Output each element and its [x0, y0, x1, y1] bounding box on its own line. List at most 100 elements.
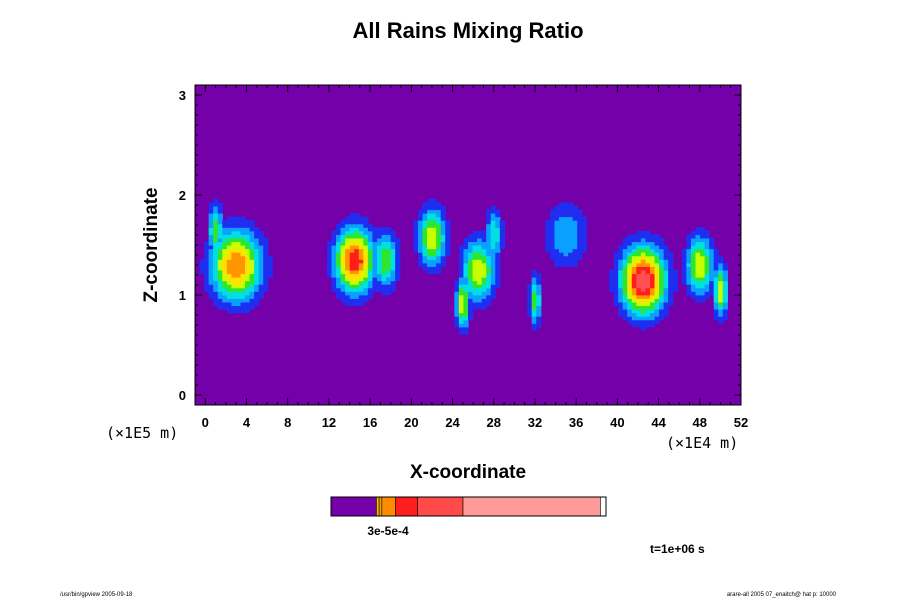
heatmap-cell [559, 227, 565, 232]
heatmap-cell [345, 259, 351, 264]
heatmap-cell [445, 237, 451, 243]
heatmap-cell [354, 262, 360, 267]
heatmap-cell [718, 259, 724, 264]
heatmap-cell [349, 234, 355, 239]
heatmap-cell [349, 252, 355, 257]
heatmap-cell [417, 245, 424, 250]
heatmap-cell [572, 237, 578, 243]
heatmap-cell [417, 216, 424, 221]
heatmap-cell [645, 280, 651, 285]
heatmap-cell [472, 291, 478, 296]
heatmap-cell [395, 259, 401, 264]
heatmap-cell [563, 259, 569, 264]
heatmap-cell [413, 241, 419, 246]
heatmap-cell [477, 241, 483, 246]
heatmap-cell [495, 262, 501, 267]
heatmap-cell [263, 273, 269, 278]
colorbar-segment [376, 496, 380, 517]
heatmap-cell [650, 255, 656, 260]
heatmap-cell [226, 269, 232, 275]
heatmap-cell [563, 227, 569, 232]
heatmap-cell [363, 277, 369, 282]
heatmap-cell [477, 245, 483, 250]
heatmap-cell [263, 262, 269, 267]
heatmap-cell [208, 284, 214, 289]
heatmap-cell [390, 269, 396, 275]
heatmap-cell [222, 245, 228, 250]
heatmap-cell [631, 301, 637, 307]
heatmap-cell [718, 316, 724, 321]
heatmap-cell [468, 280, 474, 285]
heatmap-cell [472, 237, 478, 243]
heatmap-cell [231, 248, 237, 253]
heatmap-cell [267, 269, 273, 275]
heatmap-cell [645, 252, 651, 257]
heatmap-cell [208, 262, 214, 267]
heatmap-cell [613, 298, 619, 303]
heatmap-cell [231, 305, 237, 310]
heatmap-cell [440, 237, 446, 243]
heatmap-cell [622, 312, 628, 317]
heatmap-cell [531, 326, 537, 331]
heatmap-cell [240, 234, 246, 239]
heatmap-cell [490, 262, 496, 267]
heatmap-cell [700, 230, 706, 235]
heatmap-cell [235, 301, 242, 307]
heatmap-cell [249, 277, 255, 282]
heatmap-cell [345, 294, 351, 299]
heatmap-cell [431, 237, 437, 243]
heatmap-cell [245, 294, 251, 299]
heatmap-cell [495, 252, 501, 257]
heatmap-cell [463, 259, 469, 264]
heatmap-cell [240, 230, 246, 235]
heatmap-cell [631, 291, 637, 296]
heatmap-cell [235, 291, 242, 296]
heatmap-cell [663, 298, 669, 303]
heatmap-cell [468, 301, 474, 307]
heatmap-cell [413, 227, 419, 232]
heatmap-cell [340, 262, 346, 267]
heatmap-cell [458, 273, 465, 278]
heatmap-cell [390, 287, 396, 292]
heatmap-cell [486, 277, 492, 282]
heatmap-cell [258, 284, 264, 289]
heatmap-cell [358, 223, 364, 228]
heatmap-cell [226, 230, 232, 235]
heatmap-cell [431, 266, 437, 271]
heatmap-cell [358, 255, 364, 260]
heatmap-cell [718, 280, 724, 285]
heatmap-cell [417, 213, 424, 218]
heatmap-cell [490, 209, 496, 214]
heatmap-cell [331, 262, 337, 267]
heatmap-cell [468, 312, 474, 317]
heatmap-cell [340, 252, 346, 257]
heatmap-cell [527, 305, 533, 310]
heatmap-cell [545, 227, 551, 232]
heatmap-cell [222, 234, 228, 239]
heatmap-cell [650, 277, 656, 282]
heatmap-cell [217, 220, 223, 225]
heatmap-cell [486, 269, 492, 275]
x-unit-label: (×1E4 m) [666, 434, 738, 452]
heatmap-cell [340, 248, 346, 253]
heatmap-cell [213, 220, 219, 225]
heatmap-cell [213, 230, 219, 235]
heatmap-cell [554, 245, 560, 250]
heatmap-cell [477, 305, 483, 310]
heatmap-cell [254, 301, 260, 307]
heatmap-cell [559, 252, 565, 257]
heatmap-cell [622, 269, 628, 275]
heatmap-cell [267, 266, 273, 271]
heatmap-cell [231, 223, 237, 228]
heatmap-cell [422, 241, 428, 246]
heatmap-cell [627, 269, 633, 275]
heatmap-cell [486, 266, 492, 271]
heatmap-cell [431, 245, 437, 250]
heatmap-cell [372, 266, 378, 271]
heatmap-cell [486, 287, 492, 292]
heatmap-cell [349, 213, 355, 218]
heatmap-cell [326, 266, 333, 271]
heatmap-cell [458, 305, 465, 310]
heatmap-cell [431, 209, 437, 214]
heatmap-cell [490, 220, 496, 225]
